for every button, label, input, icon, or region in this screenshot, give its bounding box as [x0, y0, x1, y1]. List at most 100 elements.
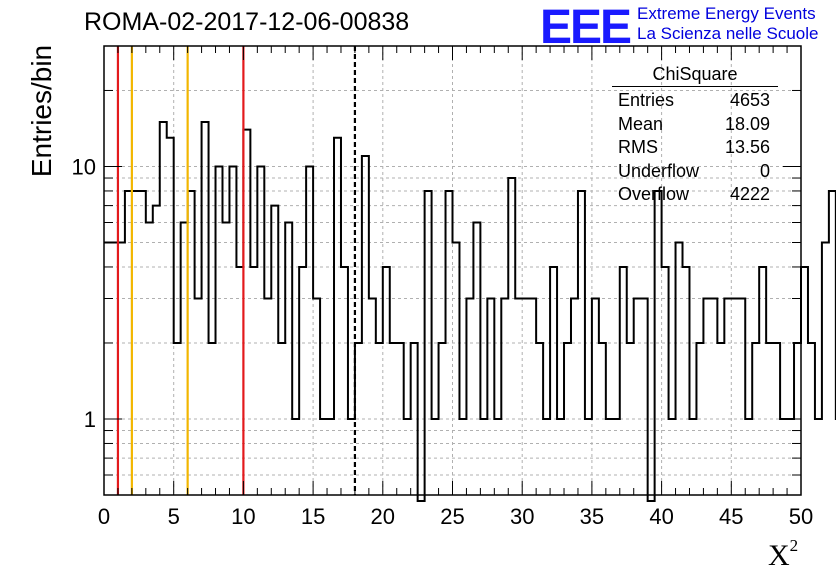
histogram-bin — [557, 419, 564, 495]
histogram-bin — [599, 343, 606, 495]
histogram-bin — [459, 419, 466, 495]
logo-line-2: La Scienza nelle Scuole — [637, 24, 818, 44]
histogram-bin — [522, 299, 529, 495]
histogram-bin — [815, 419, 822, 495]
histogram-bin — [683, 267, 690, 495]
histogram-bin — [439, 343, 446, 495]
x-tick-label: 25 — [440, 504, 464, 529]
histogram-bin — [494, 419, 501, 495]
histogram-bin — [202, 122, 209, 495]
histogram-bin — [480, 419, 487, 495]
x-tick-label: 0 — [98, 504, 110, 529]
histogram-bin — [515, 299, 522, 495]
histogram-bin — [466, 299, 473, 495]
stats-value: 4653 — [730, 89, 770, 113]
histogram-bin — [529, 299, 536, 495]
histogram-bin — [738, 299, 745, 495]
histogram-bin — [773, 343, 780, 495]
stats-label: Mean — [618, 113, 663, 137]
histogram-bin — [669, 419, 676, 495]
histogram-bin — [383, 267, 390, 495]
histogram-bin — [320, 419, 327, 495]
histogram-bin — [564, 343, 571, 495]
histogram-bin — [292, 419, 299, 495]
chart-title: ROMA-02-2017-12-06-00838 — [84, 8, 409, 37]
histogram-bin — [278, 343, 285, 495]
histogram-bin — [139, 191, 146, 495]
histogram-bin — [752, 343, 759, 495]
histogram-bin — [627, 343, 634, 495]
histogram-bin — [780, 419, 787, 495]
x-axis-label-superscript: 2 — [790, 536, 799, 555]
histogram-bin — [578, 191, 585, 495]
histogram-bin — [745, 419, 752, 495]
x-tick-label: 30 — [510, 504, 534, 529]
histogram-bin — [613, 419, 620, 495]
histogram-bin — [174, 343, 181, 495]
histogram-bin — [369, 299, 376, 495]
histogram-bin — [271, 206, 278, 495]
histogram-bin — [676, 242, 683, 495]
stats-label: RMS — [618, 136, 658, 160]
stats-row-mean: Mean 18.09 — [612, 113, 778, 137]
stats-label: Underflow — [618, 160, 699, 184]
histogram-bin — [229, 166, 236, 495]
histogram-bin — [153, 206, 160, 495]
histogram-bin — [397, 343, 404, 495]
histogram-bin — [313, 299, 320, 495]
histogram-bin — [216, 166, 223, 495]
histogram-bin — [306, 166, 313, 495]
histogram-bin — [703, 299, 710, 495]
histogram-bin — [501, 299, 508, 495]
histogram-bin — [453, 242, 460, 495]
histogram-bin — [257, 166, 264, 495]
histogram-bin — [250, 267, 257, 495]
histogram-bin — [285, 222, 292, 495]
histogram-bin — [376, 343, 383, 495]
histogram-bin — [829, 191, 836, 495]
histogram-bin — [508, 178, 515, 495]
histogram-bin — [327, 419, 334, 495]
stats-value: 4222 — [730, 183, 770, 207]
stats-value: 18.09 — [725, 113, 770, 137]
histogram-bin — [759, 267, 766, 495]
histogram-bin — [473, 222, 480, 495]
x-tick-label: 45 — [719, 504, 743, 529]
x-tick-label: 50 — [789, 504, 813, 529]
histogram-bin — [104, 242, 111, 495]
histogram-bin — [662, 267, 669, 495]
histogram-bin — [585, 419, 592, 495]
x-tick-label: 10 — [231, 504, 255, 529]
y-axis-label: Entries/bin — [26, 31, 58, 191]
histogram-bin — [808, 343, 815, 495]
histogram-bin — [822, 242, 829, 495]
x-tick-label: 20 — [371, 504, 395, 529]
histogram-bin — [724, 299, 731, 495]
histogram-bin — [634, 299, 641, 495]
histogram-bin — [195, 299, 202, 495]
logo-line-1: Extreme Energy Events — [637, 4, 816, 24]
histogram-bin — [536, 343, 543, 495]
histogram-bin — [362, 156, 369, 495]
histogram-bin — [222, 222, 229, 495]
x-tick-label: 35 — [580, 504, 604, 529]
histogram-bin — [160, 122, 167, 495]
histogram-bin — [432, 419, 439, 495]
x-tick-label: 15 — [301, 504, 325, 529]
histogram-bin — [606, 419, 613, 495]
histogram-bin — [264, 299, 271, 495]
stats-row-entries: Entries 4653 — [612, 89, 778, 113]
histogram-bin — [341, 267, 348, 495]
histogram-bin — [571, 299, 578, 495]
x-tick-label: 5 — [168, 504, 180, 529]
histogram-bin — [334, 138, 341, 495]
stats-label: Entries — [618, 89, 674, 113]
histogram-bin — [209, 343, 216, 495]
histogram-bin — [801, 267, 808, 495]
histogram-bin — [689, 419, 696, 495]
histogram-bin — [655, 191, 662, 495]
histogram-bin — [167, 138, 174, 495]
